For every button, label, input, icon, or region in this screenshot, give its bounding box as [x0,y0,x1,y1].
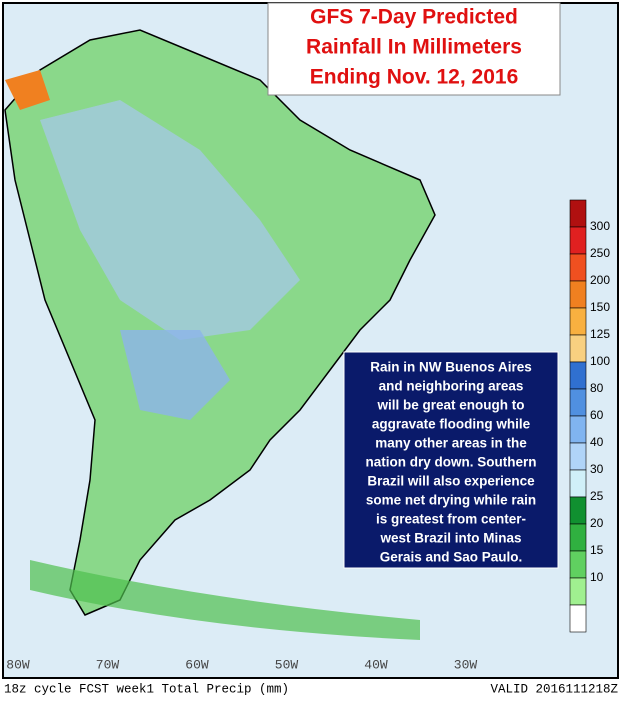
annotation-line: Rain in NW Buenos Aires [370,360,532,375]
longitude-label: 50W [275,657,299,672]
title-background [267,2,561,96]
colorbar-label: 300 [590,219,610,233]
colorbar-segment [569,442,587,471]
title-line: GFS 7-Day Predicted [310,6,518,29]
colorbar-segment [569,415,587,444]
colorbar: 300 250 200 150 125 100 80 60 40 30 25 20 15 10 [569,199,610,633]
colorbar-segment [569,253,587,282]
longitude-label: 60W [185,657,209,672]
title-line: Rainfall In Millimeters [306,36,522,59]
colorbar-label: 200 [590,273,610,287]
annotation-line: will be great enough to [376,398,524,413]
annotation-line: some net drying while rain [366,493,536,508]
footer-right: VALID 2016111218Z [490,682,618,696]
colorbar-segment [569,280,587,309]
longitude-labels: 80W 70W 60W 50W 40W 30W [6,657,477,672]
annotation-line: and neighboring areas [379,379,524,394]
footer-background [0,679,623,699]
title-line: Ending Nov. 12, 2016 [310,66,519,89]
colorbar-label: 125 [590,327,610,341]
annotation-line: west Brazil into Minas [379,531,521,546]
colorbar-segment [569,226,587,255]
rain-area [120,330,230,420]
colorbar-segment [569,523,587,552]
colorbar-label: 15 [590,543,604,557]
rain-area [30,560,420,640]
colorbar-label: 150 [590,300,610,314]
annotation-line: Gerais and Sao Paulo. [380,550,523,565]
longitude-label: 30W [454,657,478,672]
annotation-line: nation dry down. Southern [366,455,537,470]
colorbar-label: 100 [590,354,610,368]
colorbar-segment [569,334,587,363]
rain-area [5,70,50,110]
colorbar-label: 40 [590,435,604,449]
colorbar-label: 60 [590,408,604,422]
longitude-label: 70W [96,657,120,672]
annotation-line: is greatest from center- [376,512,526,527]
colorbar-segment [569,550,587,579]
colorbar-segment [569,307,587,336]
colorbar-segment [569,577,587,606]
colorbar-segment [569,199,587,228]
annotation-box: Rain in NW Buenos Aires and neighboring a… [343,351,559,569]
colorbar-segment [569,469,587,498]
colorbar-segment [569,496,587,525]
colorbar-label: 10 [590,570,604,584]
longitude-label: 80W [6,657,30,672]
annotation-background [343,351,559,569]
colorbar-label: 250 [590,246,610,260]
longitude-label: 40W [364,657,388,672]
colorbar-label: 20 [590,516,604,530]
rain-area [40,100,300,340]
annotation-line: aggravate flooding while [372,417,531,432]
colorbar-label: 30 [590,462,604,476]
colorbar-label: 25 [590,489,604,503]
colorbar-label: 80 [590,381,604,395]
colorbar-segment [569,361,587,390]
footer-left: 18z cycle FCST week1 Total Precip (mm) [4,682,289,696]
annotation-line: Brazil will also experience [367,474,535,489]
colorbar-segment [569,388,587,417]
annotation-line: many other areas in the [375,436,527,451]
colorbar-segment [569,604,587,633]
title-box: GFS 7-Day Predicted Rainfall In Millimete… [267,2,561,96]
